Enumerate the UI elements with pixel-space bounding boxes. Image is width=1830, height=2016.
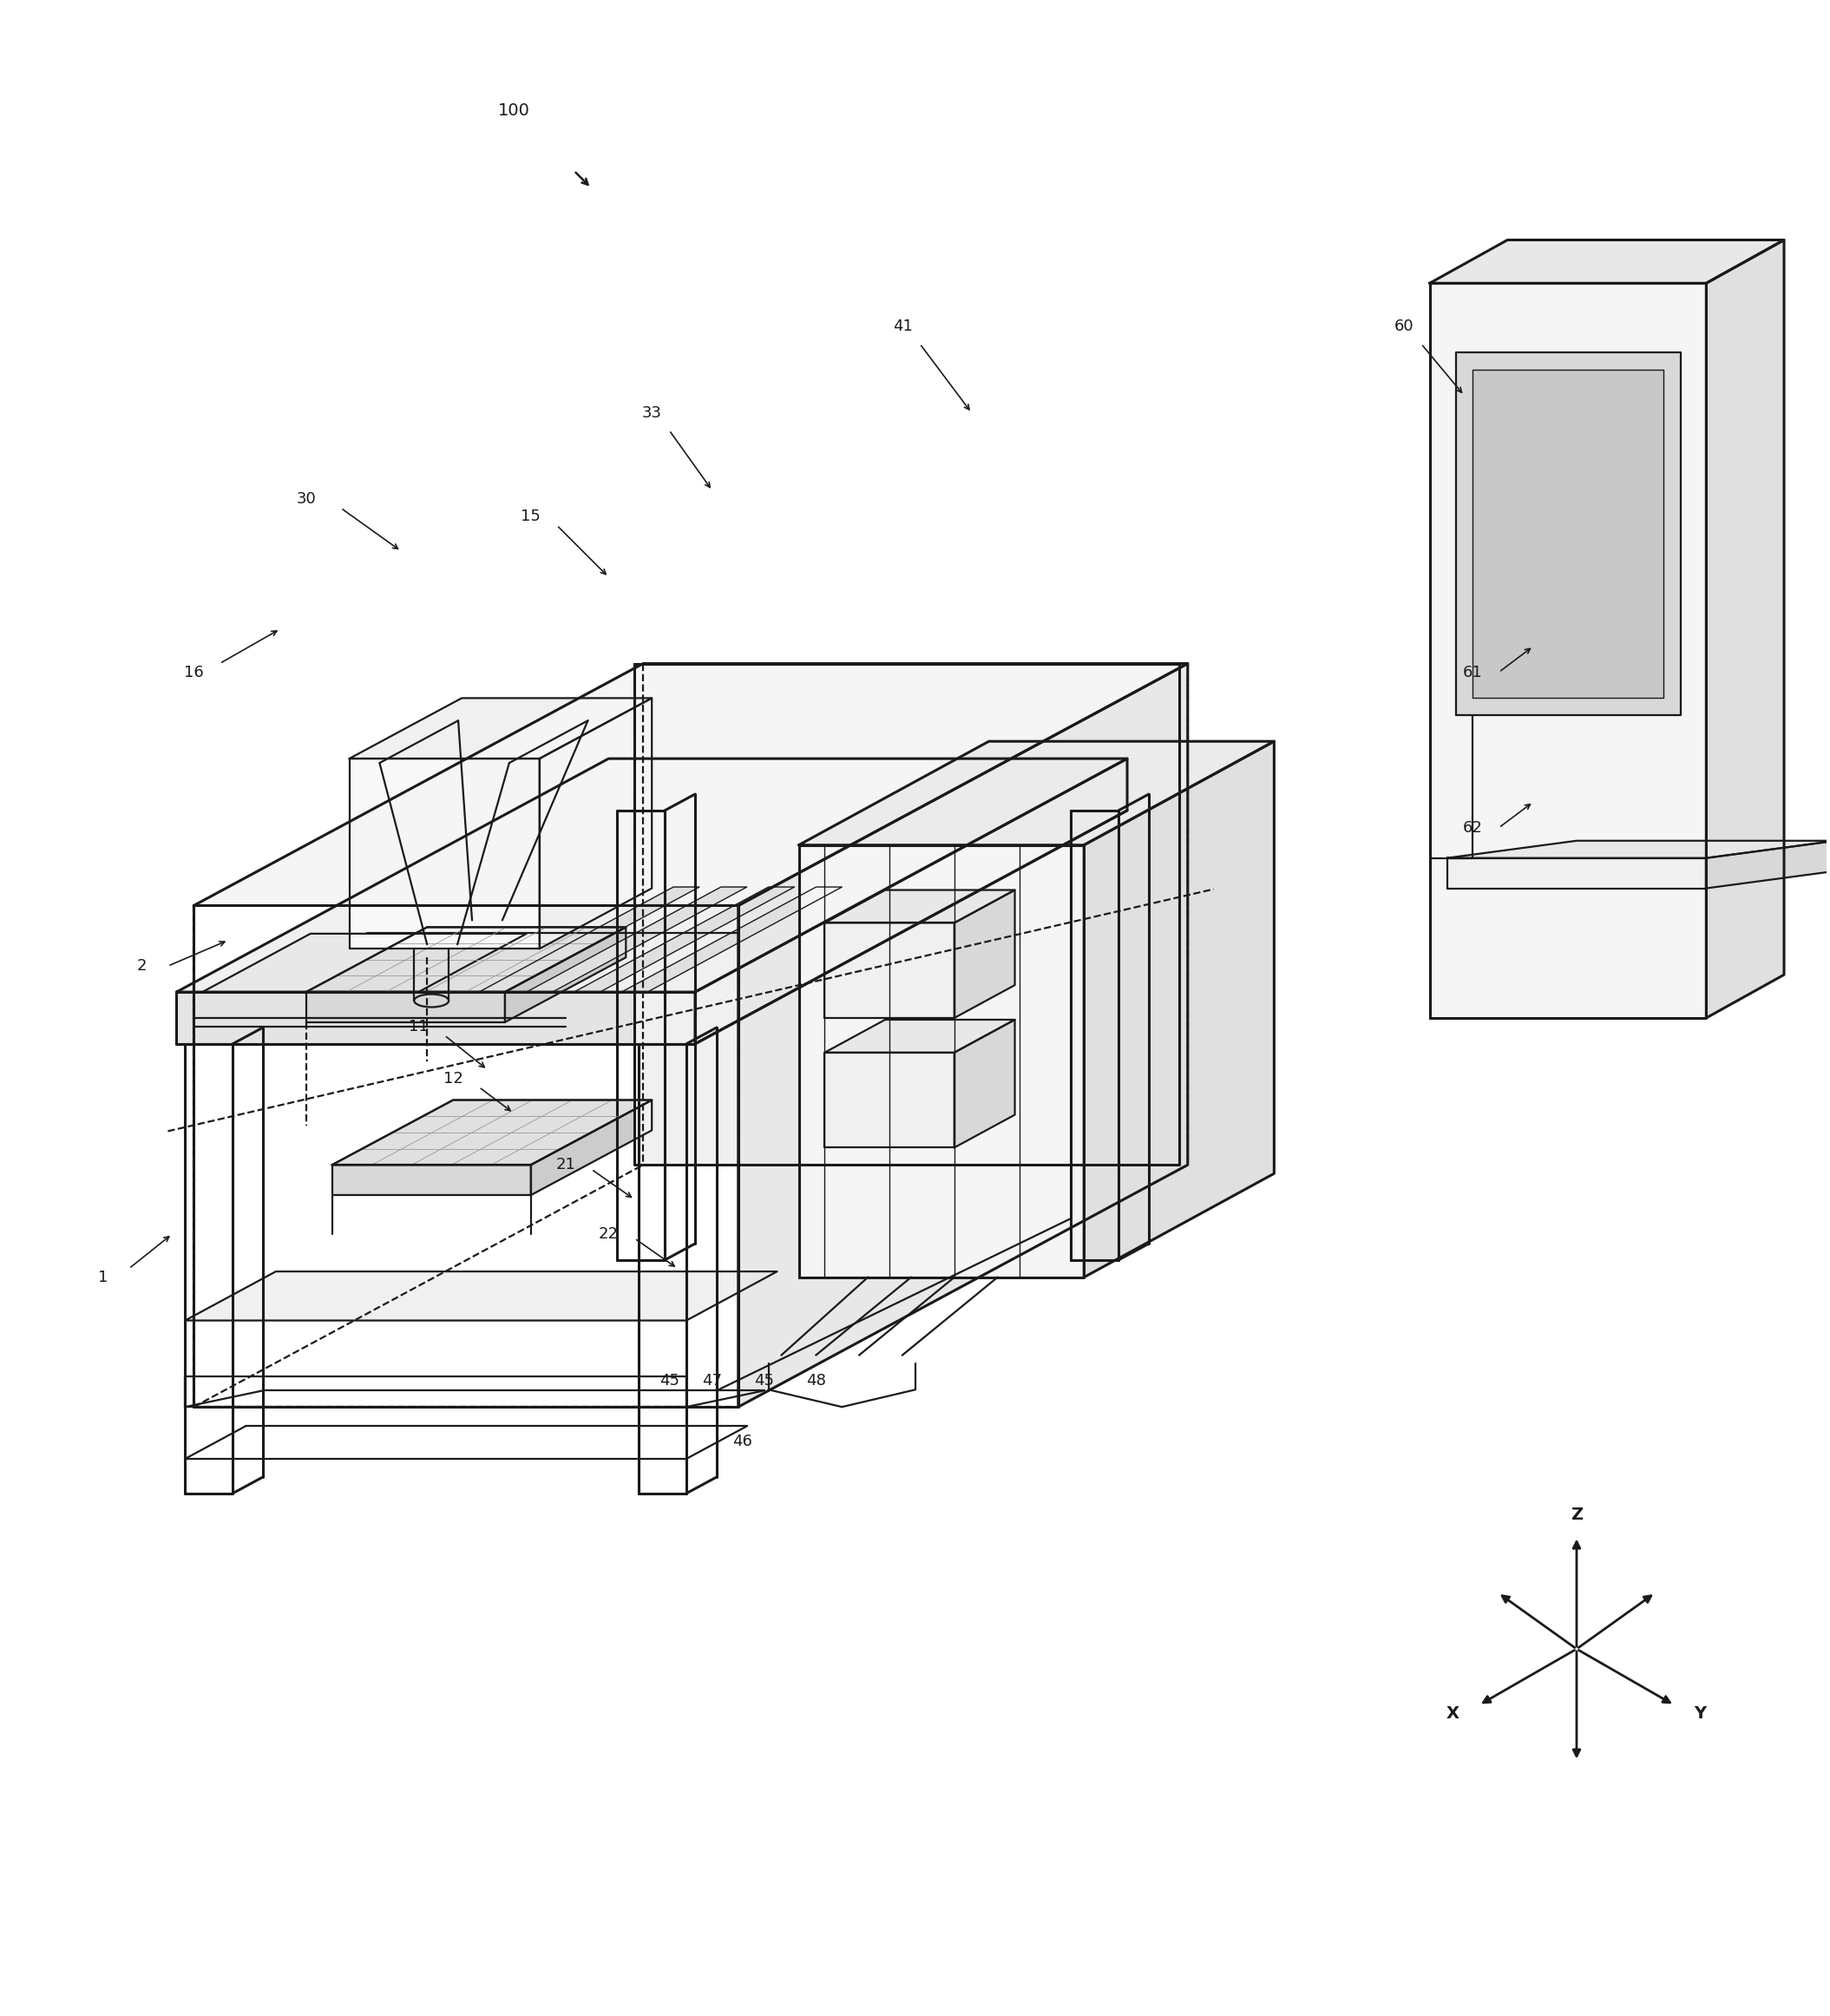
Text: 47: 47 [703,1373,723,1389]
Polygon shape [350,698,651,758]
Text: 61: 61 [1462,665,1482,679]
Polygon shape [1429,240,1784,282]
Text: 22: 22 [598,1226,619,1242]
Polygon shape [306,992,505,1022]
Polygon shape [575,887,794,992]
Text: 41: 41 [893,319,913,335]
Polygon shape [953,1020,1016,1147]
Text: 15: 15 [522,508,540,524]
Text: 100: 100 [498,103,529,119]
Text: 60: 60 [1394,319,1413,335]
Polygon shape [798,742,1274,845]
Text: 48: 48 [807,1373,825,1389]
Polygon shape [1706,841,1830,889]
Polygon shape [622,887,842,992]
Polygon shape [540,698,651,950]
Polygon shape [1473,369,1663,698]
Text: Y: Y [1695,1706,1706,1722]
Text: 30: 30 [296,492,317,508]
Text: 45: 45 [754,1373,774,1389]
Text: 45: 45 [659,1373,679,1389]
Text: Z: Z [1570,1506,1583,1524]
Polygon shape [176,992,695,1044]
Polygon shape [531,1101,651,1195]
Polygon shape [1083,742,1274,1278]
Polygon shape [737,663,1188,1407]
Text: 1: 1 [99,1270,108,1284]
Polygon shape [953,889,1016,1018]
Text: 62: 62 [1462,821,1482,835]
Polygon shape [825,1020,1016,1052]
Text: X: X [1446,1706,1460,1722]
Polygon shape [185,1272,778,1320]
Polygon shape [825,923,953,1018]
Polygon shape [798,845,1083,1278]
Text: 12: 12 [443,1070,463,1087]
Text: 46: 46 [732,1433,752,1450]
Polygon shape [306,927,626,992]
Polygon shape [825,889,1016,923]
Polygon shape [1455,353,1680,716]
Text: 21: 21 [556,1157,575,1173]
Text: 33: 33 [642,405,662,421]
Text: 11: 11 [408,1018,428,1034]
Polygon shape [203,933,527,992]
Polygon shape [505,927,626,1022]
Polygon shape [527,887,747,992]
Polygon shape [825,1052,953,1147]
Polygon shape [331,1101,651,1165]
Polygon shape [635,663,1179,1165]
Polygon shape [479,887,699,992]
Polygon shape [176,758,1127,992]
Text: 16: 16 [183,665,203,679]
Polygon shape [1448,859,1706,889]
Polygon shape [194,663,1188,905]
Polygon shape [1429,282,1706,1018]
Polygon shape [331,1165,531,1195]
Polygon shape [695,758,1127,1044]
Polygon shape [1706,240,1784,1018]
Polygon shape [1448,841,1830,859]
Text: 2: 2 [137,958,146,974]
Polygon shape [350,758,540,950]
